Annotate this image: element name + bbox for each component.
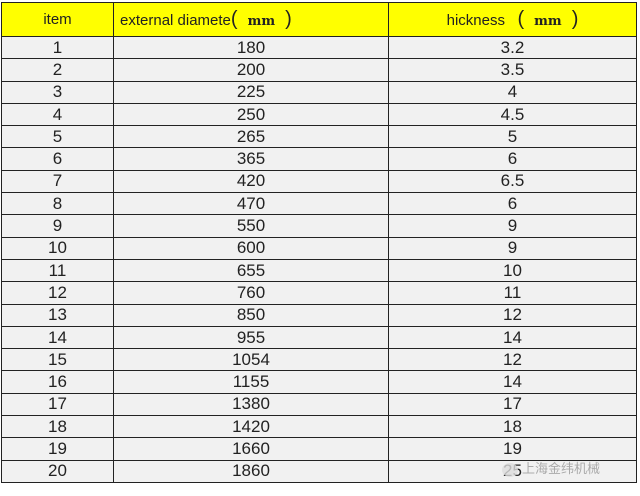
paren-open: ( xyxy=(230,8,238,30)
cell-diameter: 180 xyxy=(113,35,389,60)
cell-diameter: 470 xyxy=(113,192,389,216)
cell-item: 18 xyxy=(1,415,114,439)
cell-thickness: 3.5 xyxy=(388,58,637,82)
cell-item: 13 xyxy=(1,303,114,327)
cell-item: 10 xyxy=(1,236,114,260)
table-row: 16 1155 14 xyxy=(1,370,637,394)
cell-thickness: 4.5 xyxy=(388,102,637,127)
cell-thickness: 19 xyxy=(388,437,637,461)
cell-thickness: 3.2 xyxy=(388,35,637,60)
cell-thickness: 12 xyxy=(388,348,637,372)
cell-thickness: 14 xyxy=(388,370,637,394)
table-row: 14 955 14 xyxy=(1,325,637,350)
cell-thickness: 17 xyxy=(388,392,637,417)
unit: mm xyxy=(247,14,276,29)
table-row: 4 250 4.5 xyxy=(1,102,637,127)
paren-open: ( xyxy=(517,8,525,30)
table-row: 1 180 3.2 xyxy=(1,35,637,60)
cell-thickness: 5 xyxy=(388,125,637,149)
cell-item: 12 xyxy=(1,281,114,305)
cell-thickness: 10 xyxy=(388,258,637,283)
cell-item: 16 xyxy=(1,370,114,394)
wechat-icon xyxy=(502,462,518,477)
cell-thickness: 9 xyxy=(388,236,637,260)
cell-item: 3 xyxy=(1,80,114,104)
watermark-text: 上海金纬机械 xyxy=(522,462,601,477)
spec-table: item external diamete(mm) hickness (mm) … xyxy=(1,2,637,483)
cell-diameter: 1380 xyxy=(113,392,389,417)
table-row: 8 470 6 xyxy=(1,192,637,216)
cell-item: 5 xyxy=(1,125,114,149)
header-diameter: external diamete( mm) xyxy=(113,2,389,37)
cell-item: 1 xyxy=(1,35,114,60)
cell-thickness: 6 xyxy=(388,147,637,171)
table-row: 7 420 6.5 xyxy=(1,169,637,194)
cell-item: 11 xyxy=(1,258,114,283)
cell-item: 15 xyxy=(1,348,114,372)
cell-thickness: 12 xyxy=(388,303,637,327)
header-thickness: hickness ( mm) xyxy=(388,2,637,37)
table-row: 13 850 12 xyxy=(1,303,637,327)
paren-close: ) xyxy=(571,8,579,30)
cell-thickness: 4 xyxy=(388,80,637,104)
table-row: 5 265 5 xyxy=(1,125,637,149)
cell-diameter: 1155 xyxy=(113,370,389,394)
cell-diameter: 365 xyxy=(113,147,389,171)
table-row: 17 1380 17 xyxy=(1,392,637,417)
cell-diameter: 600 xyxy=(113,236,389,260)
cell-item: 6 xyxy=(1,147,114,171)
cell-thickness: 18 xyxy=(388,415,637,439)
header-diameter-label: external diamete xyxy=(120,12,231,29)
cell-item: 20 xyxy=(1,459,114,483)
cell-diameter: 200 xyxy=(113,58,389,82)
cell-item: 7 xyxy=(1,169,114,194)
cell-item: 2 xyxy=(1,58,114,82)
table-row: 15 1054 12 xyxy=(1,348,637,372)
table-row: 11 655 10 xyxy=(1,258,637,283)
watermark: 上海金纬机械 xyxy=(502,458,600,477)
cell-diameter: 420 xyxy=(113,169,389,194)
header-thickness-label: hickness xyxy=(446,12,505,29)
cell-thickness: 14 xyxy=(388,325,637,350)
table-row: 6 365 6 xyxy=(1,147,637,171)
cell-diameter: 1860 xyxy=(113,459,389,483)
cell-diameter: 850 xyxy=(113,303,389,327)
cell-diameter: 1054 xyxy=(113,348,389,372)
cell-thickness: 6 xyxy=(388,192,637,216)
cell-item: 8 xyxy=(1,192,114,216)
table-row: 19 1660 19 xyxy=(1,437,637,461)
cell-thickness: 11 xyxy=(388,281,637,305)
cell-thickness: 6.5 xyxy=(388,169,637,194)
table-row: 12 760 11 xyxy=(1,281,637,305)
cell-diameter: 655 xyxy=(113,258,389,283)
table-row: 9 550 9 xyxy=(1,214,637,238)
header-row: item external diamete(mm) hickness (mm) xyxy=(1,2,637,37)
cell-thickness: 9 xyxy=(388,214,637,238)
cell-item: 17 xyxy=(1,392,114,417)
cell-diameter: 265 xyxy=(113,125,389,149)
cell-item: 14 xyxy=(1,325,114,350)
unit: mm xyxy=(534,14,562,29)
paren-close: ) xyxy=(285,8,292,30)
cell-diameter: 225 xyxy=(113,80,389,104)
cell-diameter: 1420 xyxy=(113,415,389,439)
header-item: item xyxy=(1,2,114,37)
cell-diameter: 955 xyxy=(113,325,389,350)
table-row: 10 600 9 xyxy=(1,236,637,260)
cell-diameter: 550 xyxy=(113,214,389,238)
cell-item: 4 xyxy=(1,102,114,127)
table-row: 2 200 3.5 xyxy=(1,58,637,82)
cell-diameter: 1660 xyxy=(113,437,389,461)
cell-diameter: 760 xyxy=(113,281,389,305)
table-row: 3 225 4 xyxy=(1,80,637,104)
table-row: 18 1420 18 xyxy=(1,415,637,439)
cell-diameter: 250 xyxy=(113,102,389,127)
cell-item: 9 xyxy=(1,214,114,238)
cell-item: 19 xyxy=(1,437,114,461)
